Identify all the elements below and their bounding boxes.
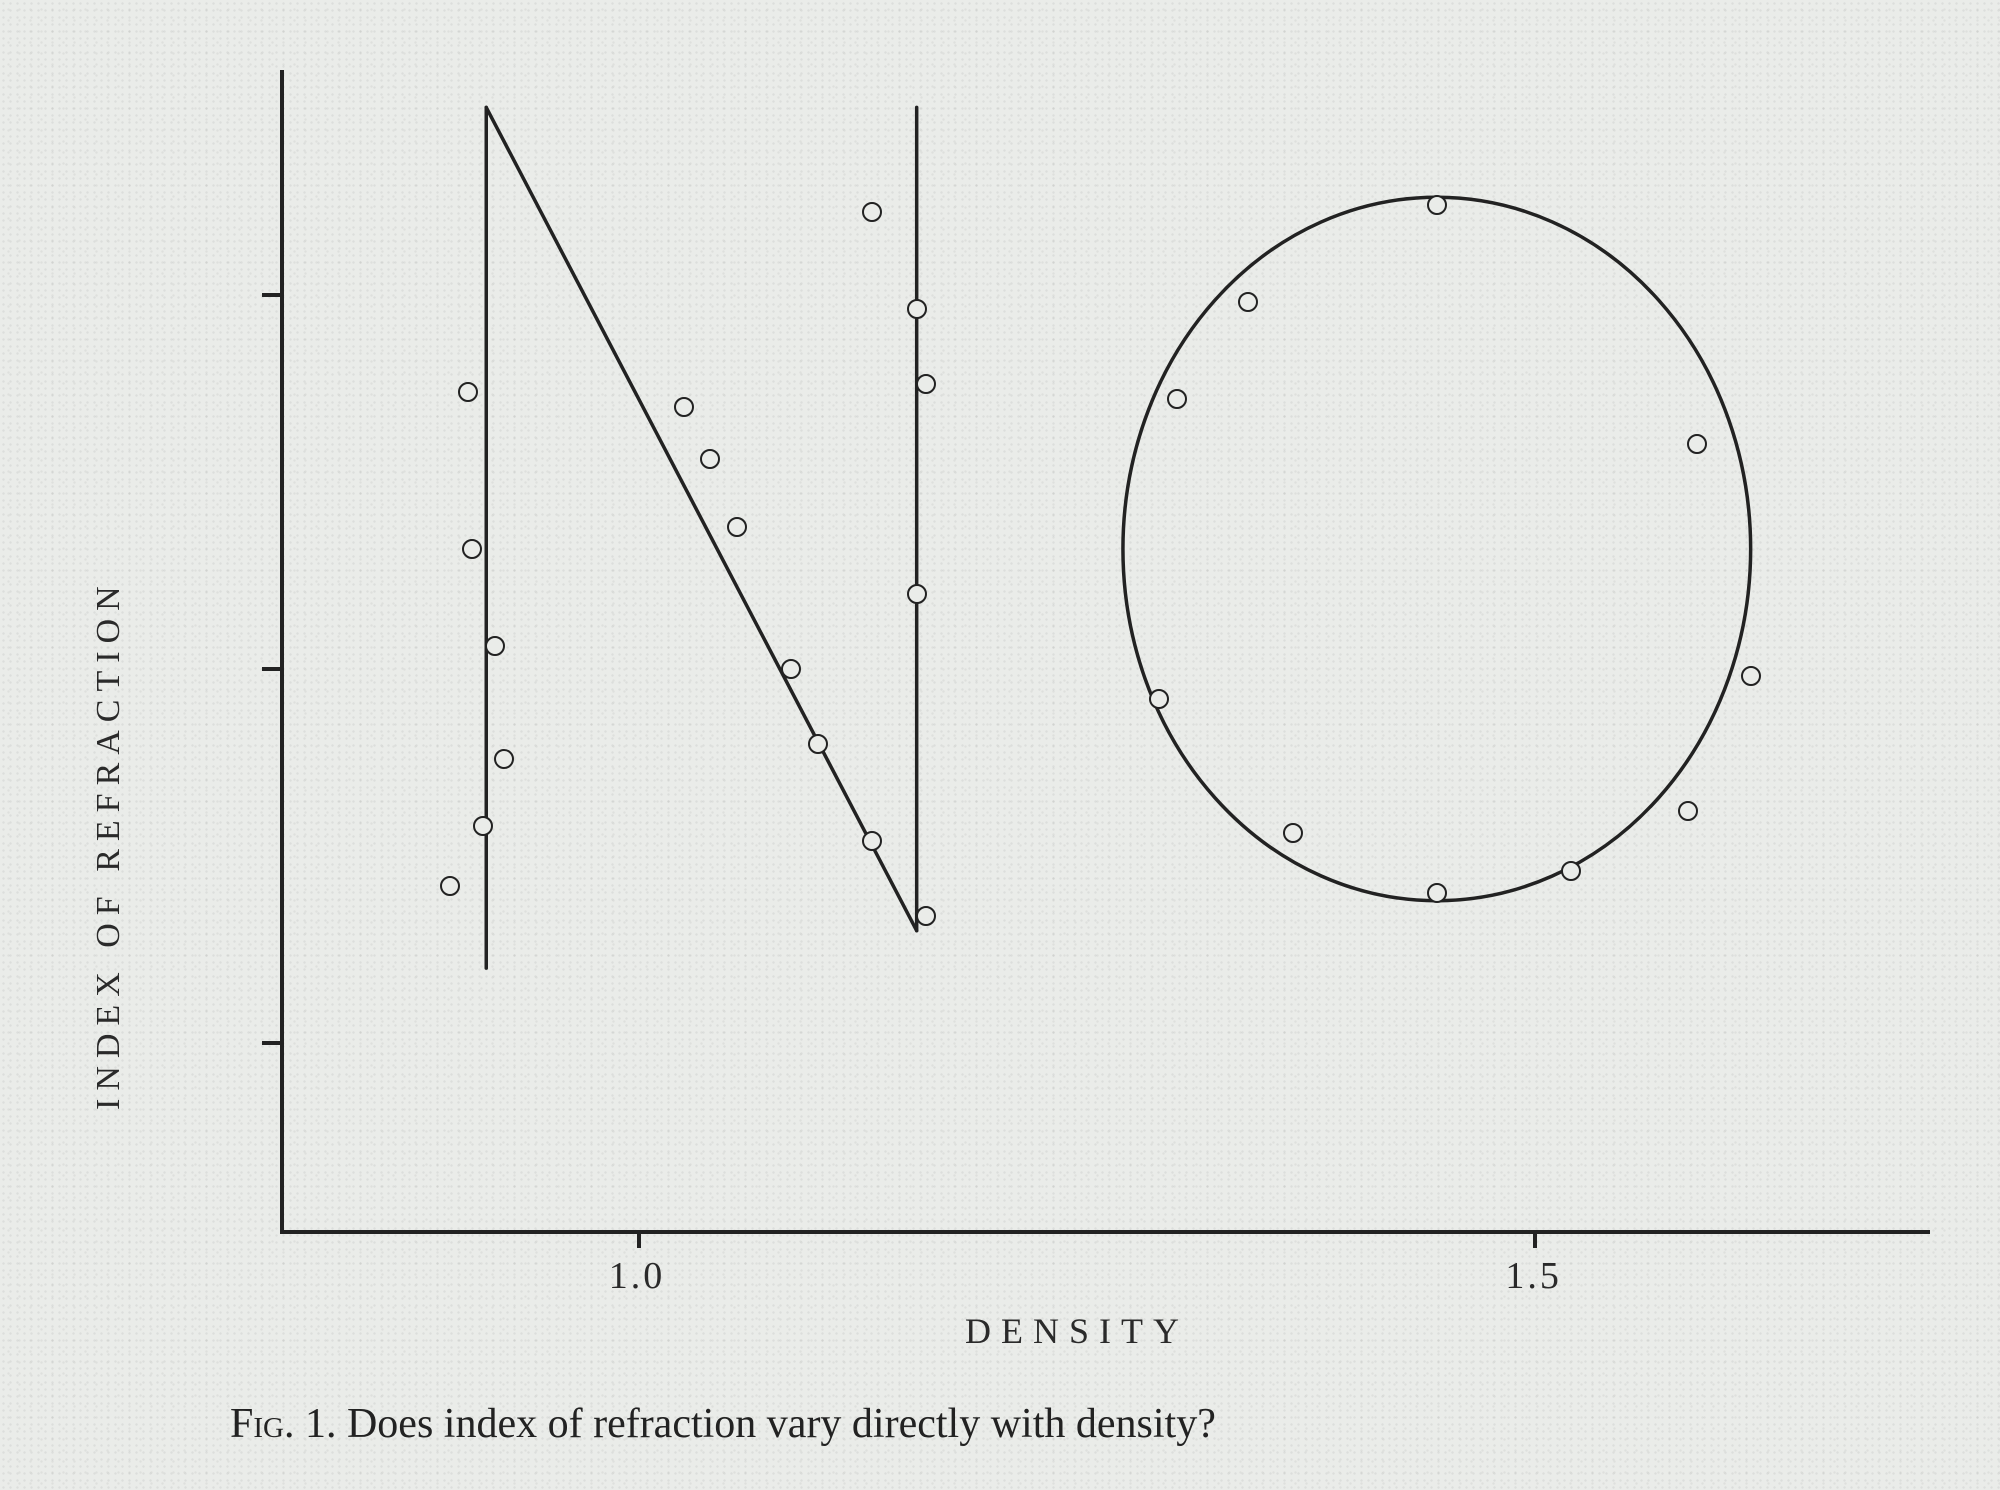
data-point [1427,195,1447,215]
data-point [916,906,936,926]
n-diagonal-stroke [486,107,916,930]
o-ellipse-stroke [1123,197,1751,900]
data-point [462,539,482,559]
data-point [1427,883,1447,903]
data-point [862,202,882,222]
data-point [1678,801,1698,821]
figure-caption: Fig. 1. Does index of refraction vary di… [230,1400,1216,1448]
data-point [494,749,514,769]
data-point [1149,689,1169,709]
figure-number: Fig. 1. [230,1401,336,1447]
data-point [862,831,882,851]
figure-caption-text: Does index of refraction vary directly w… [347,1401,1216,1447]
data-point [440,876,460,896]
data-point [473,816,493,836]
data-point [1687,434,1707,454]
data-point [1561,861,1581,881]
data-point [1167,389,1187,409]
data-point [727,517,747,537]
data-point [1741,666,1761,686]
guide-overlay [0,0,2000,1490]
data-point [458,382,478,402]
data-point [808,734,828,754]
data-point [907,584,927,604]
y-axis-label: INDEX OF REFRACTION [90,578,128,1110]
x-axis-label: DENSITY [965,1310,1189,1352]
data-point [674,397,694,417]
data-point [916,374,936,394]
data-point [781,659,801,679]
